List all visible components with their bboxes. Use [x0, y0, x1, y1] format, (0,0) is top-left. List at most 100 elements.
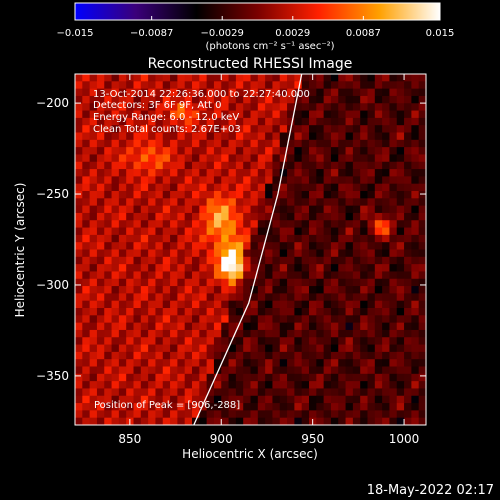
heatmap-cell: [301, 147, 310, 155]
heatmap-cell: [96, 344, 105, 353]
heatmap-cell: [330, 366, 339, 375]
heatmap-cell: [309, 169, 317, 177]
heatmap-cell: [184, 410, 193, 419]
heatmap-cell: [418, 410, 426, 419]
heatmap-cell: [360, 337, 368, 346]
heatmap-cell: [133, 183, 142, 192]
heatmap-cell: [89, 198, 98, 207]
heatmap-cell: [360, 293, 368, 302]
heatmap-cell: [345, 183, 354, 192]
heatmap-cell: [140, 132, 149, 141]
heatmap-cell: [243, 227, 251, 236]
heatmap-cell: [396, 154, 405, 163]
heatmap-cell: [228, 308, 237, 316]
heatmap-cell: [374, 132, 383, 141]
heatmap-cell: [294, 147, 303, 155]
heatmap-cell: [133, 81, 142, 90]
heatmap-cell: [170, 242, 178, 250]
heatmap-cell: [96, 315, 105, 324]
heatmap-cell: [199, 293, 208, 302]
heatmap-cell: [133, 315, 142, 324]
heatmap-cell: [294, 220, 303, 229]
heatmap-cell: [360, 308, 368, 316]
heatmap-cell: [177, 81, 186, 90]
heatmap-cell: [111, 125, 120, 133]
heatmap-cell: [272, 286, 281, 294]
heatmap-cell: [374, 227, 383, 236]
heatmap-cell: [133, 344, 142, 353]
heatmap-cell: [265, 278, 273, 287]
heatmap-cell: [265, 234, 273, 243]
heatmap-cell: [96, 337, 105, 346]
heatmap-cell: [396, 183, 405, 192]
heatmap-cell: [404, 176, 412, 185]
heatmap-cell: [279, 234, 288, 243]
heatmap-cell: [279, 139, 288, 148]
heatmap-cell: [228, 322, 237, 331]
heatmap-cell: [272, 88, 281, 97]
heatmap-cell: [411, 205, 420, 214]
heatmap-cell: [170, 308, 178, 316]
heatmap-cell: [140, 176, 149, 185]
heatmap-cell: [418, 403, 426, 411]
heatmap-cell: [338, 388, 347, 397]
heatmap-cell: [294, 191, 303, 199]
heatmap-cell: [184, 154, 193, 163]
heatmap-cell: [82, 315, 91, 324]
heatmap-cell: [243, 198, 251, 207]
heatmap-cell: [396, 351, 405, 360]
heatmap-cell: [374, 293, 383, 302]
heatmap-cell: [162, 147, 171, 155]
heatmap-cell: [323, 191, 332, 199]
heatmap-cell: [235, 300, 244, 309]
heatmap-cell: [104, 220, 113, 229]
heatmap-cell: [206, 315, 215, 324]
heatmap-cell: [89, 256, 98, 265]
y-tick-label: −350: [36, 369, 69, 383]
heatmap-cell: [89, 366, 98, 375]
peak-position-label: Position of Peak = [906,-288]: [94, 400, 240, 411]
heatmap-cell: [221, 417, 230, 425]
heatmap-cell: [316, 300, 325, 309]
heatmap-cell: [382, 395, 390, 404]
heatmap-cell: [155, 278, 164, 287]
heatmap-cell: [96, 154, 105, 163]
heatmap-cell: [301, 337, 310, 346]
heatmap-cell: [265, 81, 273, 90]
heatmap-cell: [162, 205, 171, 214]
heatmap-cell: [170, 95, 178, 104]
heatmap-cell: [148, 359, 156, 367]
heatmap-cell: [126, 388, 134, 397]
heatmap-cell: [89, 395, 98, 404]
heatmap-cell: [206, 220, 215, 229]
heatmap-cell: [206, 410, 215, 419]
heatmap-cell: [184, 278, 193, 287]
heatmap-cell: [411, 315, 420, 324]
heatmap-cell: [118, 154, 127, 163]
heatmap-cell: [221, 300, 230, 309]
heatmap-cell: [374, 220, 383, 229]
heatmap-cell: [338, 205, 347, 214]
heatmap-cell: [272, 220, 281, 229]
heatmap-cell: [177, 315, 186, 324]
heatmap-cell: [162, 344, 171, 353]
heatmap-cell: [396, 293, 405, 302]
heatmap-cell: [309, 183, 317, 192]
heatmap-cell: [345, 403, 354, 411]
heatmap-cell: [323, 256, 332, 265]
heatmap-cell: [170, 249, 178, 258]
heatmap-cell: [192, 74, 200, 82]
heatmap-cell: [162, 381, 171, 389]
heatmap-cell: [301, 388, 310, 397]
heatmap-cell: [221, 388, 230, 397]
heatmap-cell: [374, 81, 383, 90]
heatmap-cell: [170, 315, 178, 324]
heatmap-cell: [309, 271, 317, 280]
heatmap-cell: [111, 278, 120, 287]
heatmap-cell: [265, 388, 273, 397]
heatmap-cell: [89, 220, 98, 229]
heatmap-cell: [235, 322, 244, 331]
heatmap-cell: [199, 256, 208, 265]
heatmap-cell: [418, 417, 426, 425]
heatmap-cell: [170, 74, 178, 82]
